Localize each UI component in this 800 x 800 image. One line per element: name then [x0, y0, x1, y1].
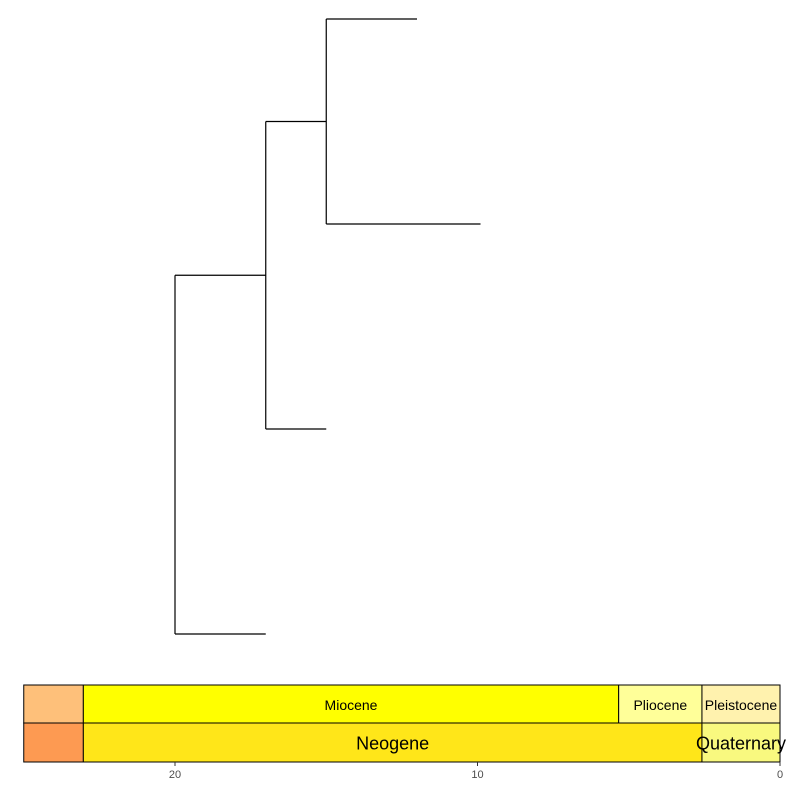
- period-box-neogene: [82, 722, 703, 763]
- epoch-band: Miocene Pliocene Pleistocene: [23, 684, 781, 724]
- epoch-box-unlabeled-0: [23, 684, 84, 724]
- period-box-unlabeled-0: [23, 722, 84, 763]
- period-label-neogene: Neogene: [356, 734, 429, 754]
- period-box-quaternary: [701, 722, 781, 763]
- x-tick-label: 20: [169, 769, 181, 781]
- x-tick-label: 10: [471, 769, 483, 781]
- tree: [174, 18, 481, 635]
- period-band: Neogene Quaternary: [23, 722, 786, 763]
- x-axis: 20 10 0: [169, 762, 783, 781]
- epoch-label-pleistocene: Pleistocene: [705, 697, 778, 713]
- period-label-quaternary: Quaternary: [696, 734, 786, 754]
- x-tick-label: 0: [777, 769, 783, 781]
- epoch-label-miocene: Miocene: [325, 697, 378, 713]
- epoch-label-pliocene: Pliocene: [633, 697, 687, 713]
